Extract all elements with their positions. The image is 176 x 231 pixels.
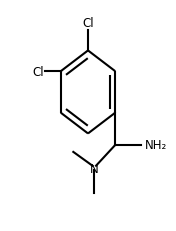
Text: N: N (90, 162, 99, 175)
Text: Cl: Cl (82, 16, 94, 29)
Text: Cl: Cl (33, 65, 44, 78)
Text: NH₂: NH₂ (145, 139, 167, 152)
